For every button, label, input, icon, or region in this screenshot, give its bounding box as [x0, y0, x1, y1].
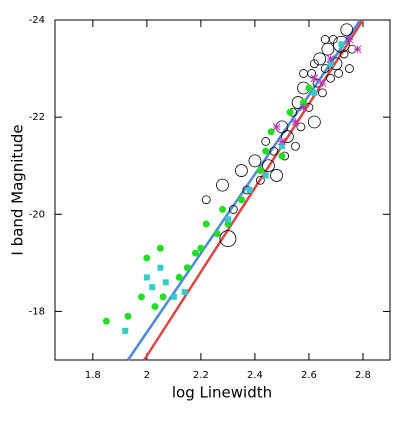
asterisk-point	[353, 45, 362, 53]
filled-circle-point	[278, 152, 286, 160]
filled-circle-point	[286, 108, 294, 116]
open-circle-point	[299, 69, 308, 78]
plot-frame	[54, 19, 391, 361]
open-circle-point	[332, 35, 350, 53]
filled-circle-point	[202, 220, 210, 228]
open-circle-point	[261, 137, 271, 146]
asterisk-point	[326, 55, 335, 63]
filled-circle-point	[159, 293, 167, 301]
open-circle-point	[228, 205, 238, 214]
square-point	[149, 284, 156, 291]
square-point	[122, 327, 129, 334]
x-axis-label: log Linewidth	[172, 384, 272, 402]
open-circle-point	[270, 169, 283, 182]
x-tick-label: 2.6	[301, 370, 317, 381]
open-circle-point	[216, 178, 229, 192]
open-circle-point	[201, 195, 211, 205]
filled-circle-point	[237, 196, 245, 204]
square-point	[143, 274, 150, 281]
filled-circle-point	[183, 264, 191, 272]
fit-line	[126, 19, 362, 361]
x-tick-label: 2	[144, 370, 150, 381]
x-tick-label: 1.8	[85, 370, 101, 381]
open-circle-point	[296, 122, 306, 132]
asterisk-point	[272, 123, 281, 131]
square-point	[157, 264, 164, 271]
open-circle-point	[235, 164, 248, 177]
filled-circle-point	[143, 254, 151, 262]
asterisk-point	[299, 103, 308, 112]
filled-circle-point	[197, 244, 205, 252]
asterisk-point	[278, 137, 286, 146]
square-point	[338, 41, 345, 48]
square-point	[262, 172, 269, 179]
filled-circle-point	[305, 84, 313, 92]
open-circle-point	[326, 73, 335, 83]
y-tick-label: -24	[29, 15, 45, 26]
filled-circle-point	[175, 273, 183, 281]
square-point	[311, 89, 318, 96]
square-point	[327, 60, 334, 67]
x-tick-label: 2.8	[355, 370, 371, 381]
asterisk-point	[310, 74, 319, 83]
asterisk-point	[291, 118, 300, 126]
filled-circle-point	[156, 244, 164, 252]
square-point	[224, 216, 231, 223]
x-tick-label: 2.2	[193, 370, 209, 381]
open-circle-point	[345, 64, 354, 73]
filled-circle-point	[256, 167, 264, 175]
filled-circle-point	[262, 147, 270, 155]
asterisk-point	[318, 79, 327, 87]
open-circle-point	[248, 154, 262, 168]
open-circle-point	[340, 23, 354, 37]
open-circle-point	[309, 59, 319, 69]
filled-circle-point	[151, 303, 159, 311]
fit-line	[143, 19, 365, 361]
filled-circle-point	[124, 312, 132, 320]
filled-circle-point	[137, 293, 145, 301]
y-tick-label: -18	[29, 306, 45, 317]
open-circle-point	[320, 64, 330, 73]
open-circle-point	[219, 230, 237, 247]
y-tick-label: -22	[29, 112, 45, 123]
filled-circle-point	[102, 317, 110, 325]
filled-circle-point	[191, 249, 199, 257]
square-point	[246, 187, 253, 193]
x-tick-label: 2.4	[247, 370, 263, 381]
filled-circle-point	[224, 220, 232, 228]
filled-circle-point	[219, 205, 226, 213]
open-circle-point	[320, 35, 330, 44]
y-tick-label: -20	[29, 209, 45, 220]
open-circle-point	[318, 88, 327, 98]
open-circle-point	[269, 146, 279, 156]
square-point	[170, 293, 177, 300]
open-circle-point	[313, 52, 327, 66]
open-circle-point	[291, 141, 300, 151]
open-circle-point	[280, 130, 294, 143]
open-circle-point	[307, 115, 321, 129]
open-circle-point	[321, 42, 335, 56]
open-circle-point	[255, 175, 265, 185]
y-axis-label: I band Magnitude	[9, 124, 27, 255]
filled-circle-point	[213, 230, 221, 238]
filled-circle-point	[300, 99, 308, 107]
open-circle-point	[339, 49, 349, 59]
square-point	[278, 143, 285, 150]
asterisk-point	[345, 35, 354, 44]
open-circle-point	[334, 69, 344, 78]
open-circle-point	[262, 159, 275, 173]
square-point	[181, 289, 188, 295]
square-point	[162, 279, 169, 286]
